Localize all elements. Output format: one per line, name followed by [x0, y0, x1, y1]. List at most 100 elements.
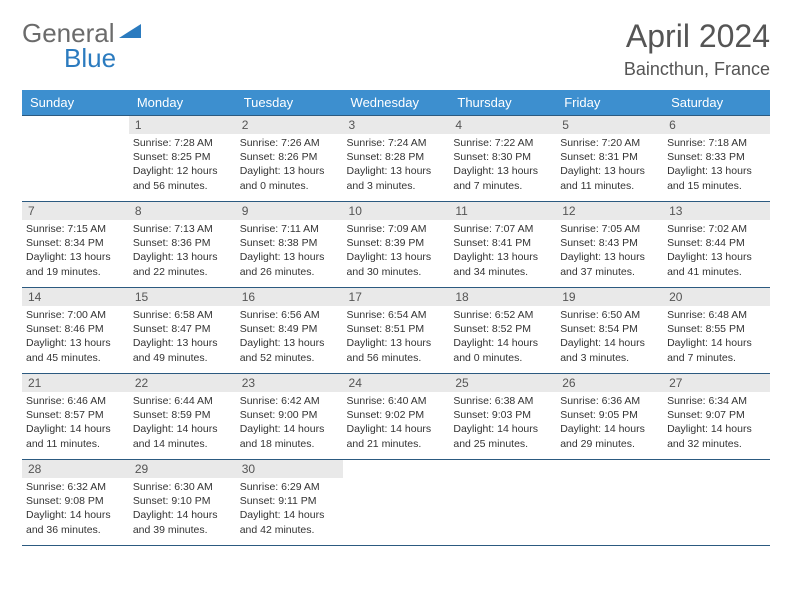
day-details: Sunrise: 7:00 AMSunset: 8:46 PMDaylight:…	[22, 306, 129, 369]
day-number: 15	[129, 288, 236, 306]
calendar-day-cell: 7Sunrise: 7:15 AMSunset: 8:34 PMDaylight…	[22, 202, 129, 288]
calendar-day-cell: 16Sunrise: 6:56 AMSunset: 8:49 PMDayligh…	[236, 288, 343, 374]
day-number: 1	[129, 116, 236, 134]
calendar-day-cell: 4Sunrise: 7:22 AMSunset: 8:30 PMDaylight…	[449, 116, 556, 202]
calendar-day-cell: 11Sunrise: 7:07 AMSunset: 8:41 PMDayligh…	[449, 202, 556, 288]
calendar-day-cell: 25Sunrise: 6:38 AMSunset: 9:03 PMDayligh…	[449, 374, 556, 460]
calendar-day-cell: 14Sunrise: 7:00 AMSunset: 8:46 PMDayligh…	[22, 288, 129, 374]
day-details: Sunrise: 7:26 AMSunset: 8:26 PMDaylight:…	[236, 134, 343, 197]
day-number: 20	[663, 288, 770, 306]
calendar-day-cell	[663, 460, 770, 546]
weekday-header: Wednesday	[343, 90, 450, 116]
day-number: 21	[22, 374, 129, 392]
day-number: 23	[236, 374, 343, 392]
day-details: Sunrise: 7:11 AMSunset: 8:38 PMDaylight:…	[236, 220, 343, 283]
calendar-day-cell: 17Sunrise: 6:54 AMSunset: 8:51 PMDayligh…	[343, 288, 450, 374]
day-details: Sunrise: 6:38 AMSunset: 9:03 PMDaylight:…	[449, 392, 556, 455]
calendar-day-cell: 9Sunrise: 7:11 AMSunset: 8:38 PMDaylight…	[236, 202, 343, 288]
calendar-body: 1Sunrise: 7:28 AMSunset: 8:25 PMDaylight…	[22, 116, 770, 546]
weekday-header: Thursday	[449, 90, 556, 116]
day-details: Sunrise: 6:46 AMSunset: 8:57 PMDaylight:…	[22, 392, 129, 455]
day-number: 24	[343, 374, 450, 392]
day-number: 26	[556, 374, 663, 392]
day-details: Sunrise: 7:15 AMSunset: 8:34 PMDaylight:…	[22, 220, 129, 283]
day-details: Sunrise: 6:32 AMSunset: 9:08 PMDaylight:…	[22, 478, 129, 541]
calendar-day-cell	[556, 460, 663, 546]
day-number: 29	[129, 460, 236, 478]
calendar-day-cell: 30Sunrise: 6:29 AMSunset: 9:11 PMDayligh…	[236, 460, 343, 546]
title-block: April 2024 Baincthun, France	[624, 18, 770, 80]
day-number: 8	[129, 202, 236, 220]
day-number: 28	[22, 460, 129, 478]
calendar-header-row: SundayMondayTuesdayWednesdayThursdayFrid…	[22, 90, 770, 116]
day-details: Sunrise: 7:02 AMSunset: 8:44 PMDaylight:…	[663, 220, 770, 283]
day-details: Sunrise: 7:28 AMSunset: 8:25 PMDaylight:…	[129, 134, 236, 197]
calendar-day-cell: 15Sunrise: 6:58 AMSunset: 8:47 PMDayligh…	[129, 288, 236, 374]
weekday-header: Saturday	[663, 90, 770, 116]
calendar-week-row: 1Sunrise: 7:28 AMSunset: 8:25 PMDaylight…	[22, 116, 770, 202]
calendar-week-row: 7Sunrise: 7:15 AMSunset: 8:34 PMDaylight…	[22, 202, 770, 288]
weekday-header: Tuesday	[236, 90, 343, 116]
calendar-day-cell: 3Sunrise: 7:24 AMSunset: 8:28 PMDaylight…	[343, 116, 450, 202]
calendar-day-cell: 10Sunrise: 7:09 AMSunset: 8:39 PMDayligh…	[343, 202, 450, 288]
day-details: Sunrise: 7:09 AMSunset: 8:39 PMDaylight:…	[343, 220, 450, 283]
day-number: 4	[449, 116, 556, 134]
day-details: Sunrise: 7:13 AMSunset: 8:36 PMDaylight:…	[129, 220, 236, 283]
calendar-day-cell	[449, 460, 556, 546]
day-number: 30	[236, 460, 343, 478]
calendar-day-cell: 1Sunrise: 7:28 AMSunset: 8:25 PMDaylight…	[129, 116, 236, 202]
day-details: Sunrise: 7:05 AMSunset: 8:43 PMDaylight:…	[556, 220, 663, 283]
day-details: Sunrise: 6:29 AMSunset: 9:11 PMDaylight:…	[236, 478, 343, 541]
day-details: Sunrise: 6:56 AMSunset: 8:49 PMDaylight:…	[236, 306, 343, 369]
day-number: 6	[663, 116, 770, 134]
calendar-week-row: 28Sunrise: 6:32 AMSunset: 9:08 PMDayligh…	[22, 460, 770, 546]
calendar-day-cell: 22Sunrise: 6:44 AMSunset: 8:59 PMDayligh…	[129, 374, 236, 460]
day-number: 12	[556, 202, 663, 220]
calendar-day-cell: 20Sunrise: 6:48 AMSunset: 8:55 PMDayligh…	[663, 288, 770, 374]
day-details: Sunrise: 6:52 AMSunset: 8:52 PMDaylight:…	[449, 306, 556, 369]
day-number: 27	[663, 374, 770, 392]
location-label: Baincthun, France	[624, 59, 770, 80]
calendar-week-row: 14Sunrise: 7:00 AMSunset: 8:46 PMDayligh…	[22, 288, 770, 374]
weekday-header: Sunday	[22, 90, 129, 116]
day-details: Sunrise: 7:07 AMSunset: 8:41 PMDaylight:…	[449, 220, 556, 283]
day-details: Sunrise: 7:22 AMSunset: 8:30 PMDaylight:…	[449, 134, 556, 197]
calendar-day-cell: 24Sunrise: 6:40 AMSunset: 9:02 PMDayligh…	[343, 374, 450, 460]
day-number: 17	[343, 288, 450, 306]
day-details: Sunrise: 6:50 AMSunset: 8:54 PMDaylight:…	[556, 306, 663, 369]
calendar-day-cell: 26Sunrise: 6:36 AMSunset: 9:05 PMDayligh…	[556, 374, 663, 460]
day-number: 2	[236, 116, 343, 134]
weekday-header: Monday	[129, 90, 236, 116]
day-number: 14	[22, 288, 129, 306]
calendar-week-row: 21Sunrise: 6:46 AMSunset: 8:57 PMDayligh…	[22, 374, 770, 460]
day-number: 10	[343, 202, 450, 220]
day-number: 11	[449, 202, 556, 220]
calendar-day-cell: 23Sunrise: 6:42 AMSunset: 9:00 PMDayligh…	[236, 374, 343, 460]
calendar-day-cell: 13Sunrise: 7:02 AMSunset: 8:44 PMDayligh…	[663, 202, 770, 288]
calendar-day-cell: 28Sunrise: 6:32 AMSunset: 9:08 PMDayligh…	[22, 460, 129, 546]
day-number: 3	[343, 116, 450, 134]
calendar-day-cell: 21Sunrise: 6:46 AMSunset: 8:57 PMDayligh…	[22, 374, 129, 460]
day-number: 5	[556, 116, 663, 134]
calendar-day-cell: 8Sunrise: 7:13 AMSunset: 8:36 PMDaylight…	[129, 202, 236, 288]
day-details: Sunrise: 6:40 AMSunset: 9:02 PMDaylight:…	[343, 392, 450, 455]
calendar-day-cell: 19Sunrise: 6:50 AMSunset: 8:54 PMDayligh…	[556, 288, 663, 374]
day-number: 9	[236, 202, 343, 220]
day-number: 13	[663, 202, 770, 220]
calendar-day-cell: 18Sunrise: 6:52 AMSunset: 8:52 PMDayligh…	[449, 288, 556, 374]
calendar-day-cell	[22, 116, 129, 202]
day-number: 19	[556, 288, 663, 306]
day-details: Sunrise: 6:48 AMSunset: 8:55 PMDaylight:…	[663, 306, 770, 369]
day-details: Sunrise: 6:30 AMSunset: 9:10 PMDaylight:…	[129, 478, 236, 541]
day-details: Sunrise: 6:34 AMSunset: 9:07 PMDaylight:…	[663, 392, 770, 455]
day-number: 16	[236, 288, 343, 306]
page-title: April 2024	[624, 18, 770, 55]
day-number: 25	[449, 374, 556, 392]
calendar-day-cell: 5Sunrise: 7:20 AMSunset: 8:31 PMDaylight…	[556, 116, 663, 202]
weekday-header: Friday	[556, 90, 663, 116]
day-details: Sunrise: 7:18 AMSunset: 8:33 PMDaylight:…	[663, 134, 770, 197]
day-details: Sunrise: 6:42 AMSunset: 9:00 PMDaylight:…	[236, 392, 343, 455]
day-number: 22	[129, 374, 236, 392]
day-number: 18	[449, 288, 556, 306]
calendar-day-cell: 27Sunrise: 6:34 AMSunset: 9:07 PMDayligh…	[663, 374, 770, 460]
